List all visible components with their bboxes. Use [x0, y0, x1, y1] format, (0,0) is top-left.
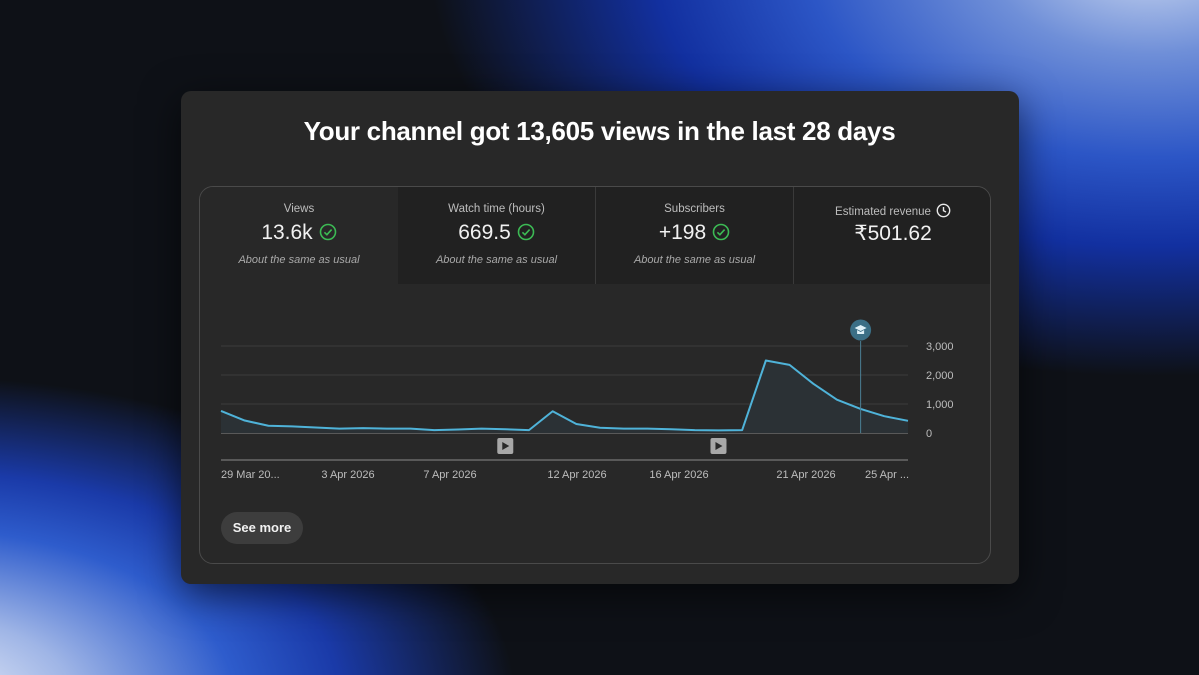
x-tick-label: 7 Apr 2026: [423, 469, 476, 481]
see-more-button[interactable]: See more: [221, 512, 303, 544]
channel-summary-card: [181, 91, 1019, 584]
metric-label-wrap: Estimated revenue: [794, 203, 990, 218]
views-area: [221, 360, 908, 433]
metric-views[interactable]: Views 13.6k About the same as usual: [200, 187, 398, 284]
metric-subscribers[interactable]: Subscribers +198 About the same as usual: [596, 187, 794, 284]
metric-label: Views: [283, 203, 315, 215]
check-circle-icon: [712, 223, 730, 241]
metric-value: +198: [658, 221, 707, 244]
y-tick-label: 2,000: [926, 370, 954, 382]
metric-value: 669.5: [458, 221, 511, 244]
check-circle-icon: [517, 223, 535, 241]
metric-value: ₹501.62: [854, 222, 932, 245]
metric-value-wrap: 669.5: [398, 221, 595, 245]
views-line: [220, 359, 909, 432]
x-tick-label: 21 Apr 2026: [776, 469, 835, 481]
metric-value-wrap: 13.6k: [200, 221, 398, 245]
y-tick-label: 3,000: [926, 341, 954, 353]
metric-value: 13.6k: [261, 221, 313, 244]
x-tick-label: 16 Apr 2026: [649, 469, 708, 481]
y-tick-label: 1,000: [926, 399, 954, 411]
x-tick-label: 12 Apr 2026: [547, 469, 606, 481]
metrics-row: Views 13.6k About the same as usual Watc…: [200, 187, 990, 284]
metric-label: Estimated revenue: [835, 206, 931, 218]
metric-revenue[interactable]: Estimated revenue ₹501.62: [794, 187, 990, 284]
metric-sub: About the same as usual: [633, 254, 756, 266]
play-icon: [502, 442, 510, 450]
metric-label: Watch time (hours): [448, 203, 545, 215]
metric-sub: About the same as usual: [238, 254, 360, 266]
page-title: Your channel got 13,605 views in the las…: [303, 116, 896, 146]
y-tick-label: 0: [926, 428, 932, 440]
x-tick-label: 3 Apr 2026: [321, 469, 374, 481]
check-circle-icon: [319, 223, 336, 241]
metric-value-wrap: +198: [596, 221, 793, 245]
clock-icon: [936, 203, 951, 218]
x-tick-label: 29 Mar 20...: [221, 469, 280, 481]
metric-label: Subscribers: [664, 203, 725, 215]
x-tick-label: 25 Apr ...: [865, 469, 909, 481]
graduation-cap-icon: [854, 325, 867, 334]
metric-watch-time[interactable]: Watch time (hours) 669.5 About the same …: [398, 187, 596, 284]
analytics-panel: Views 13.6k About the same as usual Watc…: [199, 186, 991, 564]
play-icon: [715, 442, 723, 450]
metric-sub: About the same as usual: [435, 254, 558, 266]
